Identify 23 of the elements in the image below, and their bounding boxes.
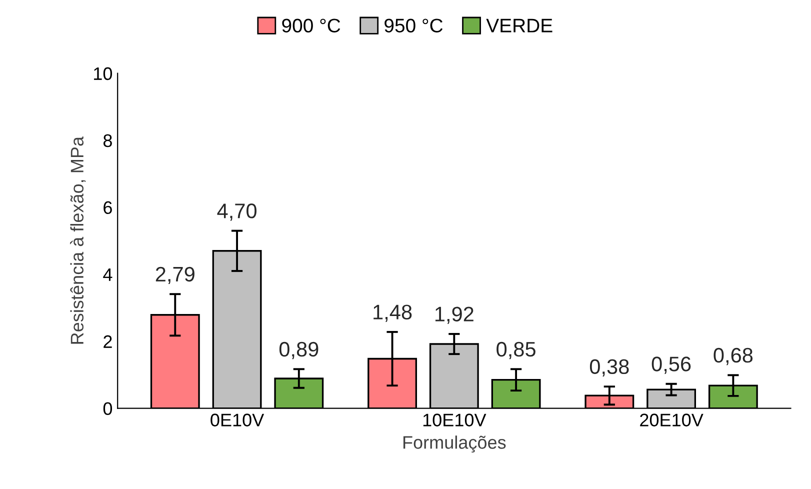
y-tick-label: 0 (103, 402, 112, 416)
text: 0,56 (652, 356, 691, 374)
x-tick-label: 20E10V (640, 414, 704, 426)
x-axis-title: Formulações (403, 436, 506, 452)
legend-label: 900 °C (282, 18, 340, 32)
text: 0,38 (590, 359, 629, 377)
x-tick-label: 0E10V (210, 414, 264, 426)
y-axis-title: Resistência à flexão, MPa (70, 136, 86, 344)
y-tick-label: 6 (104, 201, 112, 214)
x-tick-label: 10E10V (423, 414, 486, 426)
text: 2,79 (156, 266, 194, 284)
y-tick-label: 2 (104, 335, 112, 348)
y-tick-label: 8 (103, 134, 112, 148)
text: 4,70 (217, 204, 256, 221)
text: 0,89 (279, 342, 318, 360)
text: 0,68 (714, 348, 753, 366)
y-tick-label: 10 (94, 67, 112, 80)
y-tick-label: 4 (103, 268, 112, 281)
text: 1,48 (374, 304, 412, 322)
legend-label: 950 °C (384, 18, 443, 32)
text: 0,85 (496, 342, 536, 360)
legend-label: VERDE (486, 18, 552, 32)
text: 1,92 (435, 306, 474, 324)
